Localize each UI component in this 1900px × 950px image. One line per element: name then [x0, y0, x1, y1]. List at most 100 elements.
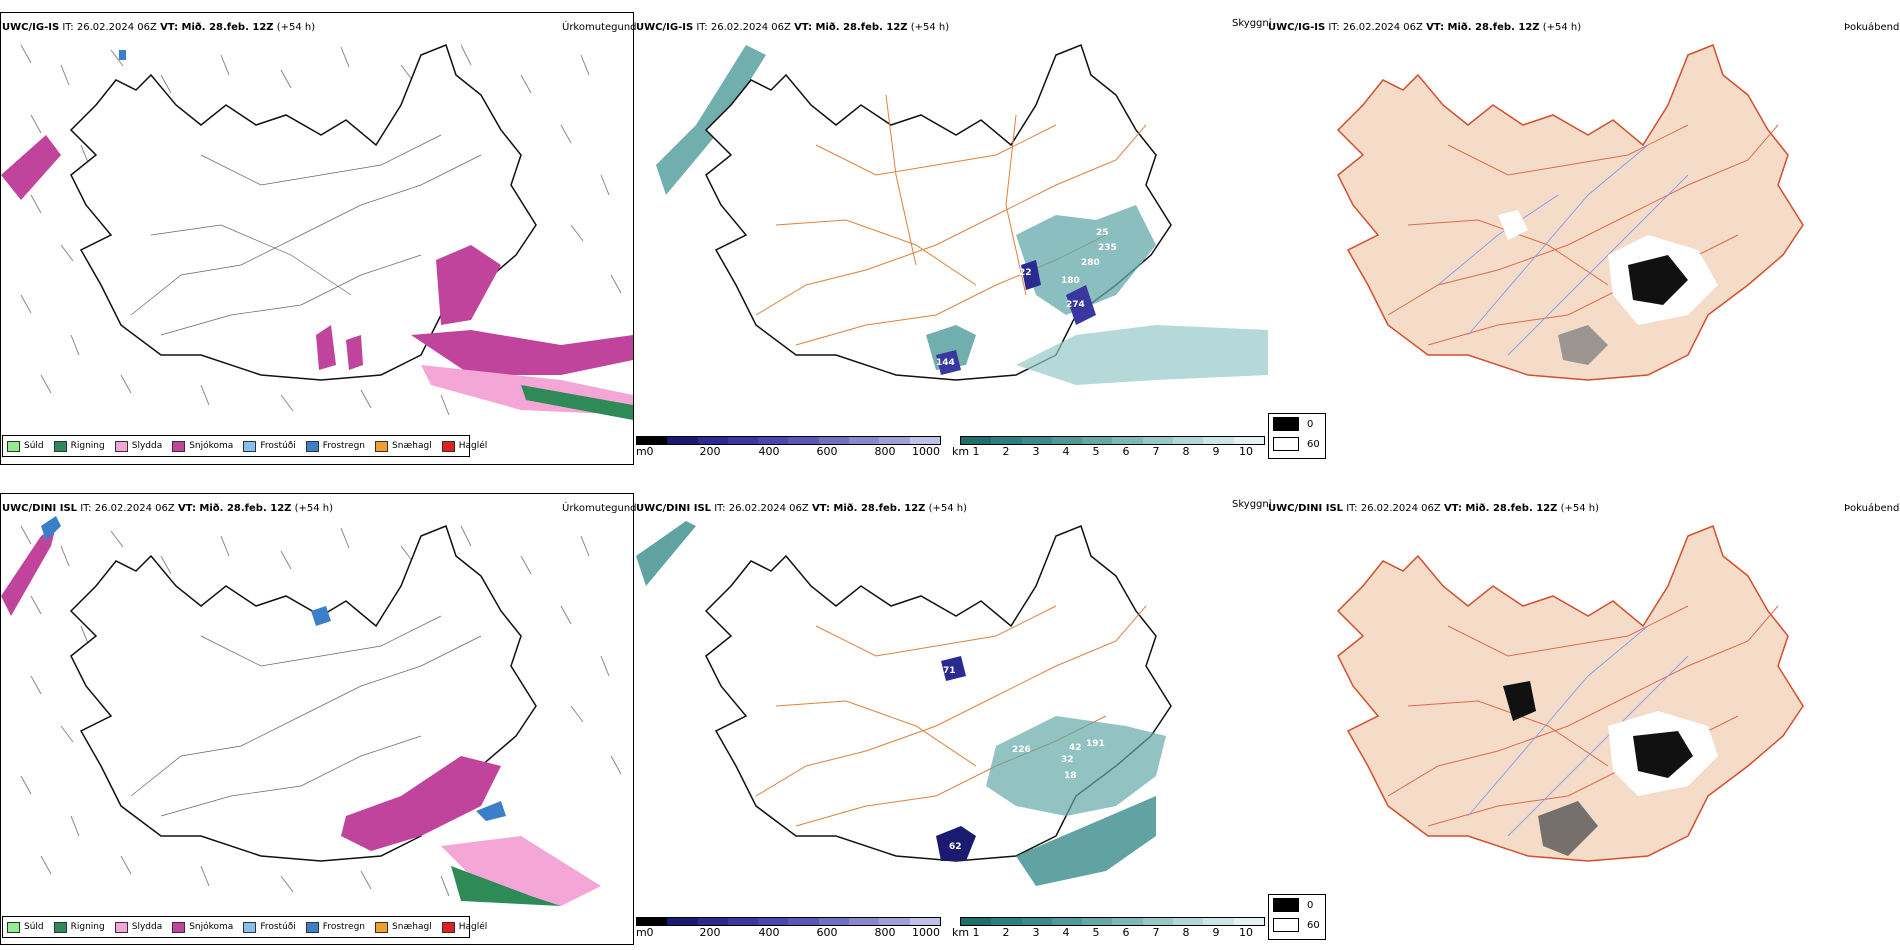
legend-swatch	[441, 440, 455, 452]
visibility-label: 32	[1061, 755, 1074, 765]
init-time: IT: 26.02.2024 06Z	[80, 503, 175, 514]
legend-swatch	[114, 921, 128, 933]
roads	[1387, 124, 1779, 346]
legend-item: Haglél	[441, 440, 487, 452]
ceiling-tick: 600	[816, 445, 838, 458]
legend-item: Frostúði	[243, 440, 296, 452]
roads	[130, 134, 482, 336]
legend-swatch	[375, 921, 389, 933]
visibility-label: 25	[1096, 228, 1109, 238]
init-time: IT: 26.02.2024 06Z	[1346, 503, 1441, 514]
init-time: IT: 26.02.2024 06Z	[1328, 22, 1423, 33]
roads	[1387, 605, 1779, 827]
visibility-colorbar: km 1 2 3 4 5 6 7 8 9 10	[952, 917, 1265, 940]
legend-item: Snjókoma	[172, 921, 233, 933]
fog-label: 0	[1307, 418, 1314, 430]
legend-swatch	[114, 440, 128, 452]
product-title: Skyggni	[1232, 499, 1272, 510]
visibility-tick: 5	[1092, 445, 1100, 458]
init-time: IT: 26.02.2024 06Z	[696, 22, 791, 33]
ceiling-tick: 200	[699, 445, 721, 458]
visibility-label: 280	[1081, 258, 1100, 268]
legend-swatch	[441, 921, 455, 933]
iceland-outline	[69, 44, 537, 381]
model-name: UWC/DINI ISL	[636, 503, 712, 514]
visibility-map: 22 25 235 280 180 274 144 1	[656, 44, 1268, 385]
legend-swatch	[172, 440, 186, 452]
legend-swatch	[305, 440, 319, 452]
panel-header: UWC/IG-IS IT: 26.02.2024 06Z VT: Mið. 28…	[2, 22, 315, 33]
fog-label: 0	[1307, 899, 1314, 911]
init-time: IT: 26.02.2024 06Z	[714, 503, 809, 514]
visibility-label: 17	[972, 843, 985, 853]
ceiling-colorbar: m 0 200 400 600 800 1000	[636, 436, 941, 459]
visibility-label: 1	[988, 353, 994, 363]
precip-type-map-panel-dini	[0, 493, 634, 945]
ceiling-tick: 800	[874, 926, 896, 939]
rivers	[1467, 625, 1689, 837]
visibility-label: 144	[936, 358, 955, 368]
product-title: Úrkomutegund	[562, 22, 637, 33]
ceiling-tick: 1000	[912, 445, 940, 458]
rivers	[1437, 144, 1689, 356]
legend-item: Frostregn	[305, 921, 365, 933]
legend-swatch	[305, 921, 319, 933]
visibility-label: 18	[1064, 771, 1077, 781]
product-title: Þokuábendi	[1844, 22, 1900, 33]
ceiling-tick: 1000	[912, 926, 940, 939]
iceland-outline	[1336, 44, 1804, 381]
visibility-label: 42	[1069, 743, 1082, 753]
init-time: IT: 26.02.2024 06Z	[62, 22, 157, 33]
ceiling-tick: 600	[816, 926, 838, 939]
lead-time: (+54 h)	[294, 503, 334, 514]
product-title: Úrkomutegund	[562, 503, 637, 514]
visibility-label: 71	[943, 666, 956, 676]
wind-barbs	[20, 44, 622, 416]
legend-item: Frostúði	[243, 921, 296, 933]
fog-legend: 0 60	[1268, 894, 1326, 940]
visibility-unit: km	[952, 445, 970, 458]
precip-type-legend: Súld Rigning Slydda Snjókoma Frostúði Fr…	[2, 916, 487, 938]
ceiling-tick: 400	[758, 445, 780, 458]
valid-time: VT: Mið. 28.feb. 12Z	[794, 22, 908, 33]
lead-time: (+54 h)	[910, 22, 950, 33]
legend-swatch	[53, 440, 67, 452]
legend-swatch	[243, 921, 257, 933]
roads	[755, 605, 1147, 827]
visibility-tick: 8	[1182, 445, 1190, 458]
visibility-tick: 1	[972, 445, 980, 458]
visibility-tick: 2	[1002, 926, 1010, 939]
visibility-label: 23	[988, 836, 1001, 846]
legend-item: Súld	[7, 921, 44, 933]
visibility-label: 62	[949, 842, 962, 852]
visibility-label: 274	[1066, 300, 1085, 310]
ceiling-unit: m	[636, 445, 647, 458]
fog-swatch	[1273, 918, 1299, 932]
visibility-unit: km	[952, 926, 970, 939]
visibility-label: 235	[1098, 243, 1117, 253]
fog-label: 60	[1307, 919, 1320, 931]
ceiling-tick: 400	[758, 926, 780, 939]
visibility-tick: 9	[1212, 926, 1220, 939]
panel-header: UWC/IG-IS IT: 26.02.2024 06Z VT: Mið. 28…	[1268, 22, 1581, 33]
visibility-label: 180	[1061, 276, 1080, 286]
precip-type-map	[1, 44, 633, 420]
panel-header: UWC/DINI ISL IT: 26.02.2024 06Z VT: Mið.…	[2, 503, 333, 514]
visibility-tick: 3	[1032, 926, 1040, 939]
iceland-outline	[704, 44, 1172, 381]
legend-item: Snjókoma	[172, 440, 233, 452]
ceiling-colorbar-cells	[636, 917, 941, 926]
roads	[130, 615, 482, 817]
model-name: UWC/DINI ISL	[1268, 503, 1344, 514]
panel-header: UWC/IG-IS IT: 26.02.2024 06Z VT: Mið. 28…	[636, 22, 949, 33]
panel-header: UWC/DINI ISL IT: 26.02.2024 06Z VT: Mið.…	[1268, 503, 1599, 514]
model-name: UWC/IG-IS	[2, 22, 60, 33]
legend-item: Snæhagl	[375, 921, 432, 933]
lead-time: (+54 h)	[1542, 22, 1582, 33]
legend-item: Frostregn	[305, 440, 365, 452]
fog-map	[1336, 525, 1804, 862]
fog-map	[1336, 44, 1804, 381]
legend-swatch	[53, 921, 67, 933]
precip-type-map	[1, 516, 622, 906]
valid-time: VT: Mið. 28.feb. 12Z	[177, 503, 292, 514]
